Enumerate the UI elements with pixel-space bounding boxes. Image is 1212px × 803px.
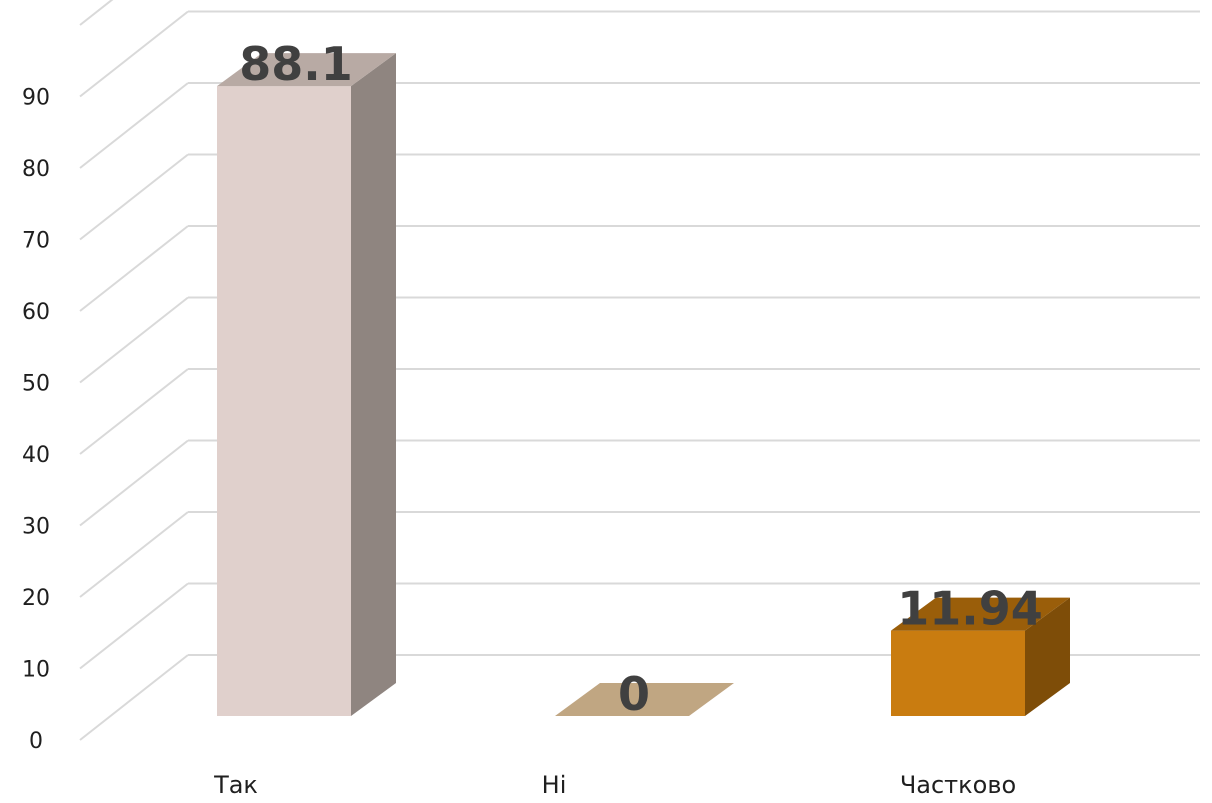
x-axis-categories: Так Ні Частково xyxy=(213,771,1016,799)
bar-front-face xyxy=(217,86,351,716)
data-label: 88.1 xyxy=(239,37,353,91)
data-label: 11.94 xyxy=(897,582,1043,636)
gridline-diagonal xyxy=(79,82,189,169)
y-tick-label: 0 xyxy=(29,729,43,754)
gridline-diagonal xyxy=(79,296,189,384)
y-tick-label: 20 xyxy=(22,586,50,611)
y-axis-ticks: 0 10 20 30 40 50 60 70 80 90 xyxy=(22,86,50,755)
data-labels-layer: 88.1 0 11.94 xyxy=(239,37,1043,721)
gridline-diagonal xyxy=(79,10,189,98)
bars-layer xyxy=(217,53,1070,716)
bar-top-face xyxy=(217,53,396,87)
bar-3 xyxy=(891,597,1070,716)
gridline-diagonal xyxy=(79,225,189,312)
gridline-diagonal xyxy=(79,511,189,598)
bar-top-face xyxy=(891,597,1070,631)
x-category-label: Так xyxy=(213,771,258,799)
gridline-diagonal xyxy=(79,582,189,670)
y-tick-label: 60 xyxy=(22,300,50,325)
gridline-diagonal xyxy=(79,439,189,527)
x-category-label: Ні xyxy=(542,771,567,799)
gridline-diagonal xyxy=(79,0,114,26)
data-label: 0 xyxy=(618,667,650,721)
bar-side-face xyxy=(351,53,396,716)
gridline-diagonal xyxy=(79,153,189,241)
gridline-diagonal xyxy=(79,654,189,741)
bar-side-face xyxy=(1025,597,1070,716)
y-tick-label: 80 xyxy=(22,157,50,182)
y-tick-label: 90 xyxy=(22,86,50,111)
y-tick-label: 40 xyxy=(22,443,50,468)
bar-top-face xyxy=(555,683,734,716)
y-tick-label: 10 xyxy=(22,658,50,683)
bar-1 xyxy=(217,53,396,716)
x-category-label: Частково xyxy=(900,771,1016,799)
y-tick-label: 50 xyxy=(22,372,50,397)
gridline-diagonal xyxy=(79,368,189,455)
bar-front-face xyxy=(891,630,1025,716)
y-tick-label: 30 xyxy=(22,515,50,540)
y-tick-label: 70 xyxy=(22,229,50,254)
bar-2 xyxy=(555,683,734,716)
